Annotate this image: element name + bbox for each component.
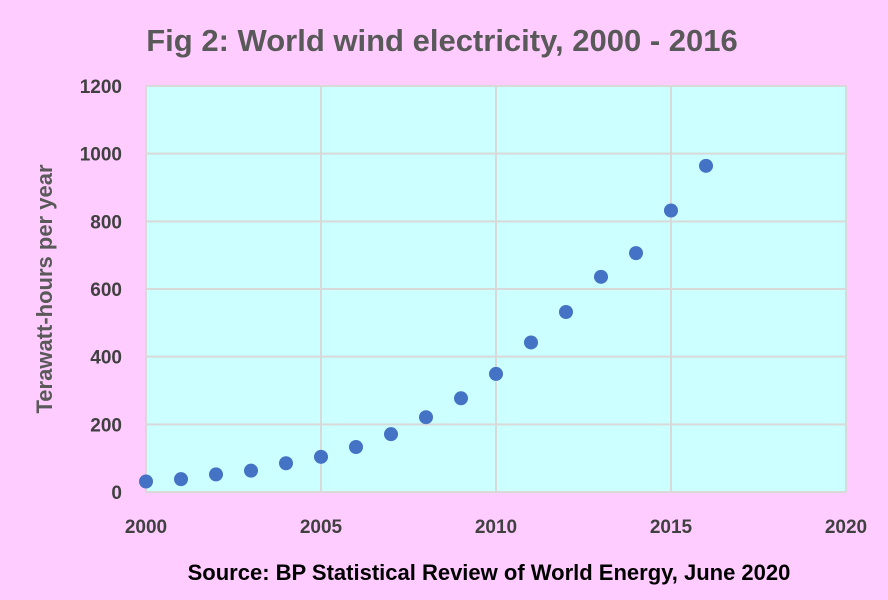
y-tick-label: 400	[90, 348, 122, 369]
data-point	[419, 410, 433, 425]
chart-title: Fig 2: World wind electricity, 2000 - 20…	[146, 23, 738, 58]
data-point	[314, 449, 328, 464]
data-points	[139, 158, 713, 489]
data-point	[209, 467, 223, 482]
data-point	[699, 158, 713, 173]
gridlines	[145, 85, 847, 493]
data-point	[489, 366, 503, 381]
y-tick-label: 1000	[80, 145, 122, 166]
x-tick-label: 2015	[650, 517, 693, 538]
x-tick-label: 2010	[475, 517, 517, 538]
data-point	[244, 463, 258, 478]
x-axis-tick-labels: 2000 2005 2010 2015 2020	[125, 517, 867, 538]
data-point	[174, 472, 188, 487]
y-tick-label: 800	[90, 212, 122, 233]
source-note: Source: BP Statistical Review of World E…	[188, 560, 791, 585]
data-point	[524, 335, 538, 350]
y-tick-label: 1200	[80, 77, 122, 98]
data-point	[594, 269, 608, 284]
x-tick-label: 2000	[125, 517, 167, 538]
data-point	[139, 474, 153, 489]
data-point	[664, 203, 678, 218]
y-tick-label: 600	[90, 280, 122, 301]
data-point	[559, 305, 573, 320]
y-tick-label: 0	[111, 483, 122, 504]
data-point	[629, 246, 643, 261]
data-point	[454, 391, 468, 406]
y-axis-title: Terawatt-hours per year	[32, 164, 57, 413]
data-point	[349, 440, 363, 455]
x-tick-label: 2005	[300, 517, 343, 538]
x-tick-label: 2020	[825, 517, 867, 538]
data-point	[279, 456, 293, 471]
data-point	[384, 427, 398, 442]
y-tick-label: 200	[90, 415, 122, 436]
y-axis-tick-labels: 0 200 400 600 800 1000 1200	[80, 77, 122, 504]
